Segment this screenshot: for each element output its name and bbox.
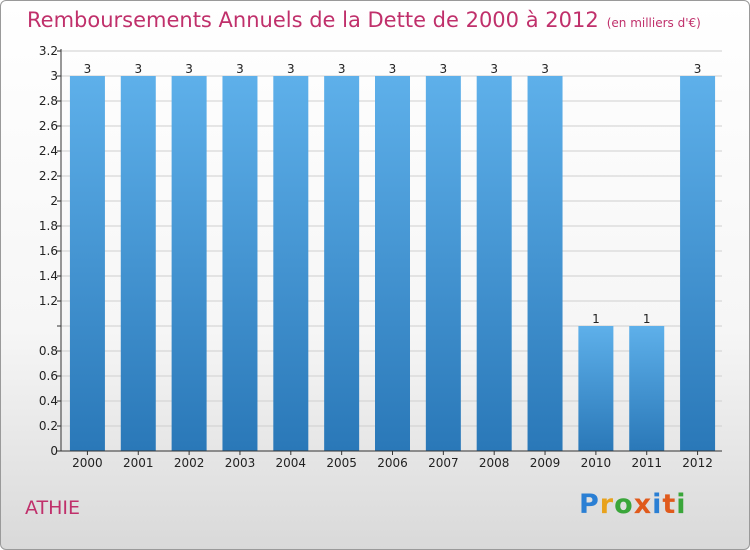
x-tick-label: 2001 — [123, 456, 154, 470]
bar-value-label: 3 — [84, 62, 92, 76]
bar-value-label: 3 — [185, 62, 193, 76]
y-tick-label: 1.4 — [39, 269, 58, 283]
y-tick-label: 1.2 — [39, 294, 58, 308]
logo-letter: r — [599, 489, 615, 520]
bar-value-label: 3 — [694, 62, 702, 76]
bar-value-label: 3 — [389, 62, 397, 76]
bar-value-label: 1 — [592, 312, 600, 326]
bar-value-label: 1 — [643, 312, 651, 326]
bar — [171, 76, 207, 451]
logo-letter: P — [579, 489, 600, 520]
y-tick-label: 0.2 — [39, 419, 58, 433]
labels: 0 0.2 0.4 0.6 0.8 1.2 1.4 1.6 1.8 2 2.2 2.4 2.6 2.8 3 3… — [39, 44, 713, 470]
bar — [527, 76, 563, 451]
bar-value-label: 3 — [134, 62, 142, 76]
bar — [273, 76, 309, 451]
bar — [69, 76, 105, 451]
bar — [324, 76, 360, 451]
x-tick-label: 2010 — [581, 456, 612, 470]
bar — [476, 76, 512, 451]
x-tick-label: 2008 — [479, 456, 510, 470]
proxiti-logo: Proxiti — [579, 489, 687, 520]
y-tick-label: 2.4 — [39, 144, 58, 158]
bar — [629, 326, 665, 451]
x-tick-label: 2007 — [428, 456, 459, 470]
bars — [69, 76, 716, 451]
y-tick-label: 0.6 — [39, 369, 58, 383]
y-tick-label: 1.6 — [39, 244, 58, 258]
x-tick-label: 2005 — [326, 456, 357, 470]
y-tick-label: 0 — [50, 444, 58, 458]
bar — [578, 326, 614, 451]
y-tick-label: 3.2 — [39, 44, 58, 58]
y-tick-label: 2.2 — [39, 169, 58, 183]
y-tick-label: 0.8 — [39, 344, 58, 358]
x-tick-label: 2004 — [276, 456, 307, 470]
x-tick-label: 2003 — [225, 456, 256, 470]
logo-letter: i — [676, 489, 687, 520]
bar — [375, 76, 410, 451]
chart-title-text: Remboursements Annuels de la Dette de 20… — [27, 8, 599, 32]
x-tick-label: 2012 — [682, 456, 713, 470]
y-tick-label: 3 — [50, 69, 58, 83]
bar — [222, 76, 258, 451]
logo-letter: t — [662, 489, 677, 520]
chart-unit: (en milliers d'€) — [606, 16, 701, 30]
chart-title: Remboursements Annuels de la Dette de 20… — [27, 8, 701, 32]
x-tick-label: 2009 — [530, 456, 561, 470]
bar-value-label: 3 — [541, 62, 549, 76]
x-tick-label: 2006 — [377, 456, 408, 470]
logo-letter: o — [614, 489, 634, 520]
bar-value-label: 3 — [236, 62, 244, 76]
logo-letter: x — [633, 489, 653, 520]
bar-value-label: 3 — [287, 62, 295, 76]
bar-value-label: 3 — [490, 62, 498, 76]
y-tick-label: 1.8 — [39, 219, 58, 233]
bar-value-label: 3 — [338, 62, 346, 76]
bar-value-label: 3 — [440, 62, 448, 76]
y-tick-label: 2.8 — [39, 94, 58, 108]
bar — [425, 76, 461, 451]
x-tick-label: 2002 — [174, 456, 205, 470]
y-tick-label: 2 — [50, 194, 58, 208]
axes — [57, 49, 722, 455]
y-tick-label: 2.6 — [39, 119, 58, 133]
logo-letter: i — [652, 489, 663, 520]
x-tick-label: 2000 — [72, 456, 103, 470]
x-tick-label: 2011 — [631, 456, 662, 470]
bar — [680, 76, 716, 451]
bar — [120, 76, 156, 451]
commune-name: ATHIE — [25, 497, 81, 519]
y-tick-label: 0.4 — [39, 394, 58, 408]
